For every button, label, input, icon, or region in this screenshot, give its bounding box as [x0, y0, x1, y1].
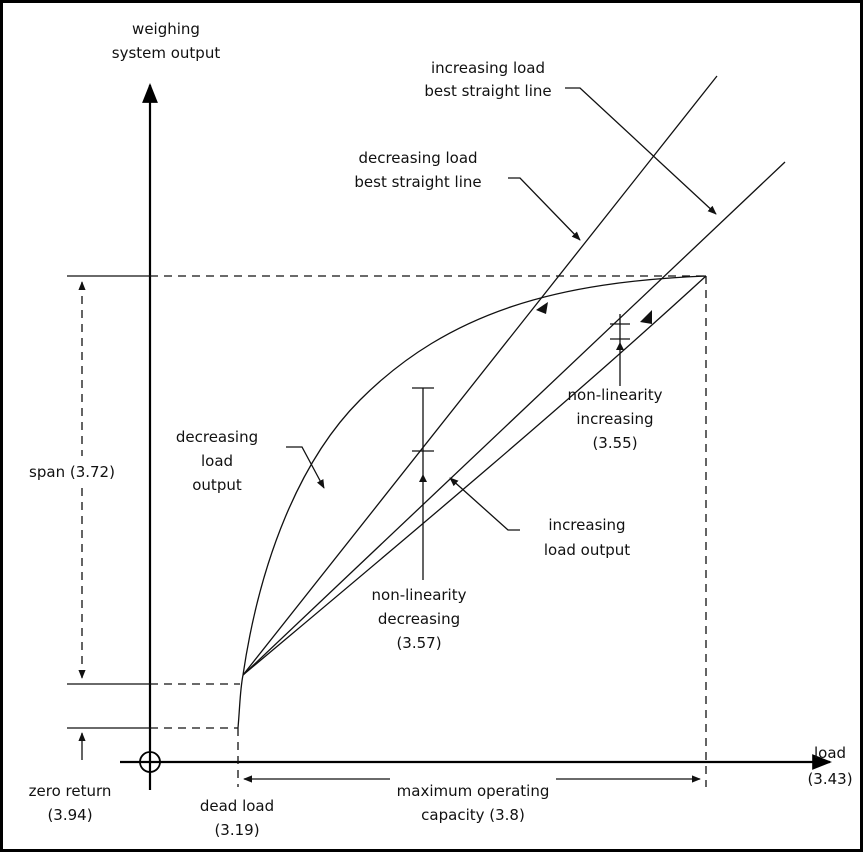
y-axis-label: weighing system output: [112, 20, 221, 62]
svg-text:(3.55): (3.55): [592, 434, 637, 452]
svg-text:(3.94): (3.94): [47, 806, 92, 824]
svg-text:dead load: dead load: [200, 797, 274, 815]
decreasing-load-output-curve: [237, 275, 707, 729]
dec-bsl-leader: [508, 177, 581, 241]
svg-text:decreasing load: decreasing load: [358, 149, 477, 167]
svg-text:(3.19): (3.19): [214, 821, 259, 839]
span-label: span (3.72): [29, 463, 115, 481]
decreasing-curve-direction-arrow: [536, 302, 548, 314]
increasing-curve-direction-arrow: [640, 310, 652, 324]
increasing-best-straight-line: [242, 161, 786, 676]
nonlinearity-increasing-label: non-linearity increasing (3.55): [568, 386, 663, 452]
origin-marker: [136, 748, 164, 776]
max-capacity-label: maximum operating capacity (3.8): [397, 782, 550, 824]
svg-text:zero return: zero return: [29, 782, 112, 800]
nonlinearity-decreasing-marker: [412, 387, 434, 580]
inc-output-leader: [449, 477, 520, 531]
inc-bsl-leader: [565, 87, 717, 215]
svg-text:capacity (3.8): capacity (3.8): [421, 806, 525, 824]
svg-text:non-linearity: non-linearity: [372, 586, 467, 604]
zero-return-label: zero return (3.94): [29, 782, 112, 824]
dec-output-leader: [286, 446, 325, 489]
svg-text:output: output: [192, 476, 242, 494]
svg-text:(3.43): (3.43): [807, 770, 852, 788]
svg-text:load output: load output: [544, 541, 630, 559]
svg-text:maximum operating: maximum operating: [397, 782, 550, 800]
svg-text:(3.57): (3.57): [396, 634, 441, 652]
nonlinearity-increasing-marker: [610, 314, 630, 386]
decreasing-best-straight-line: [242, 75, 718, 676]
svg-text:load: load: [201, 452, 233, 470]
decreasing-bsl-label: decreasing load best straight line: [354, 149, 481, 191]
svg-text:decreasing: decreasing: [378, 610, 460, 628]
svg-text:weighing: weighing: [132, 20, 200, 38]
svg-text:load: load: [814, 744, 846, 762]
decreasing-output-label: decreasing load output: [176, 428, 258, 494]
svg-text:best straight line: best straight line: [354, 173, 481, 191]
increasing-output-label: increasing load output: [544, 516, 630, 559]
svg-text:decreasing: decreasing: [176, 428, 258, 446]
increasing-load-output-curve: [242, 275, 707, 676]
svg-text:system output: system output: [112, 44, 221, 62]
x-axis-label: load (3.43): [807, 744, 852, 788]
svg-text:increasing load: increasing load: [431, 59, 545, 77]
increasing-bsl-label: increasing load best straight line: [424, 59, 551, 100]
svg-text:best straight line: best straight line: [424, 82, 551, 100]
dead-load-label: dead load (3.19): [200, 797, 274, 839]
nonlinearity-decreasing-label: non-linearity decreasing (3.57): [372, 586, 467, 652]
svg-text:non-linearity: non-linearity: [568, 386, 663, 404]
svg-text:increasing: increasing: [548, 516, 625, 534]
svg-text:increasing: increasing: [576, 410, 653, 428]
